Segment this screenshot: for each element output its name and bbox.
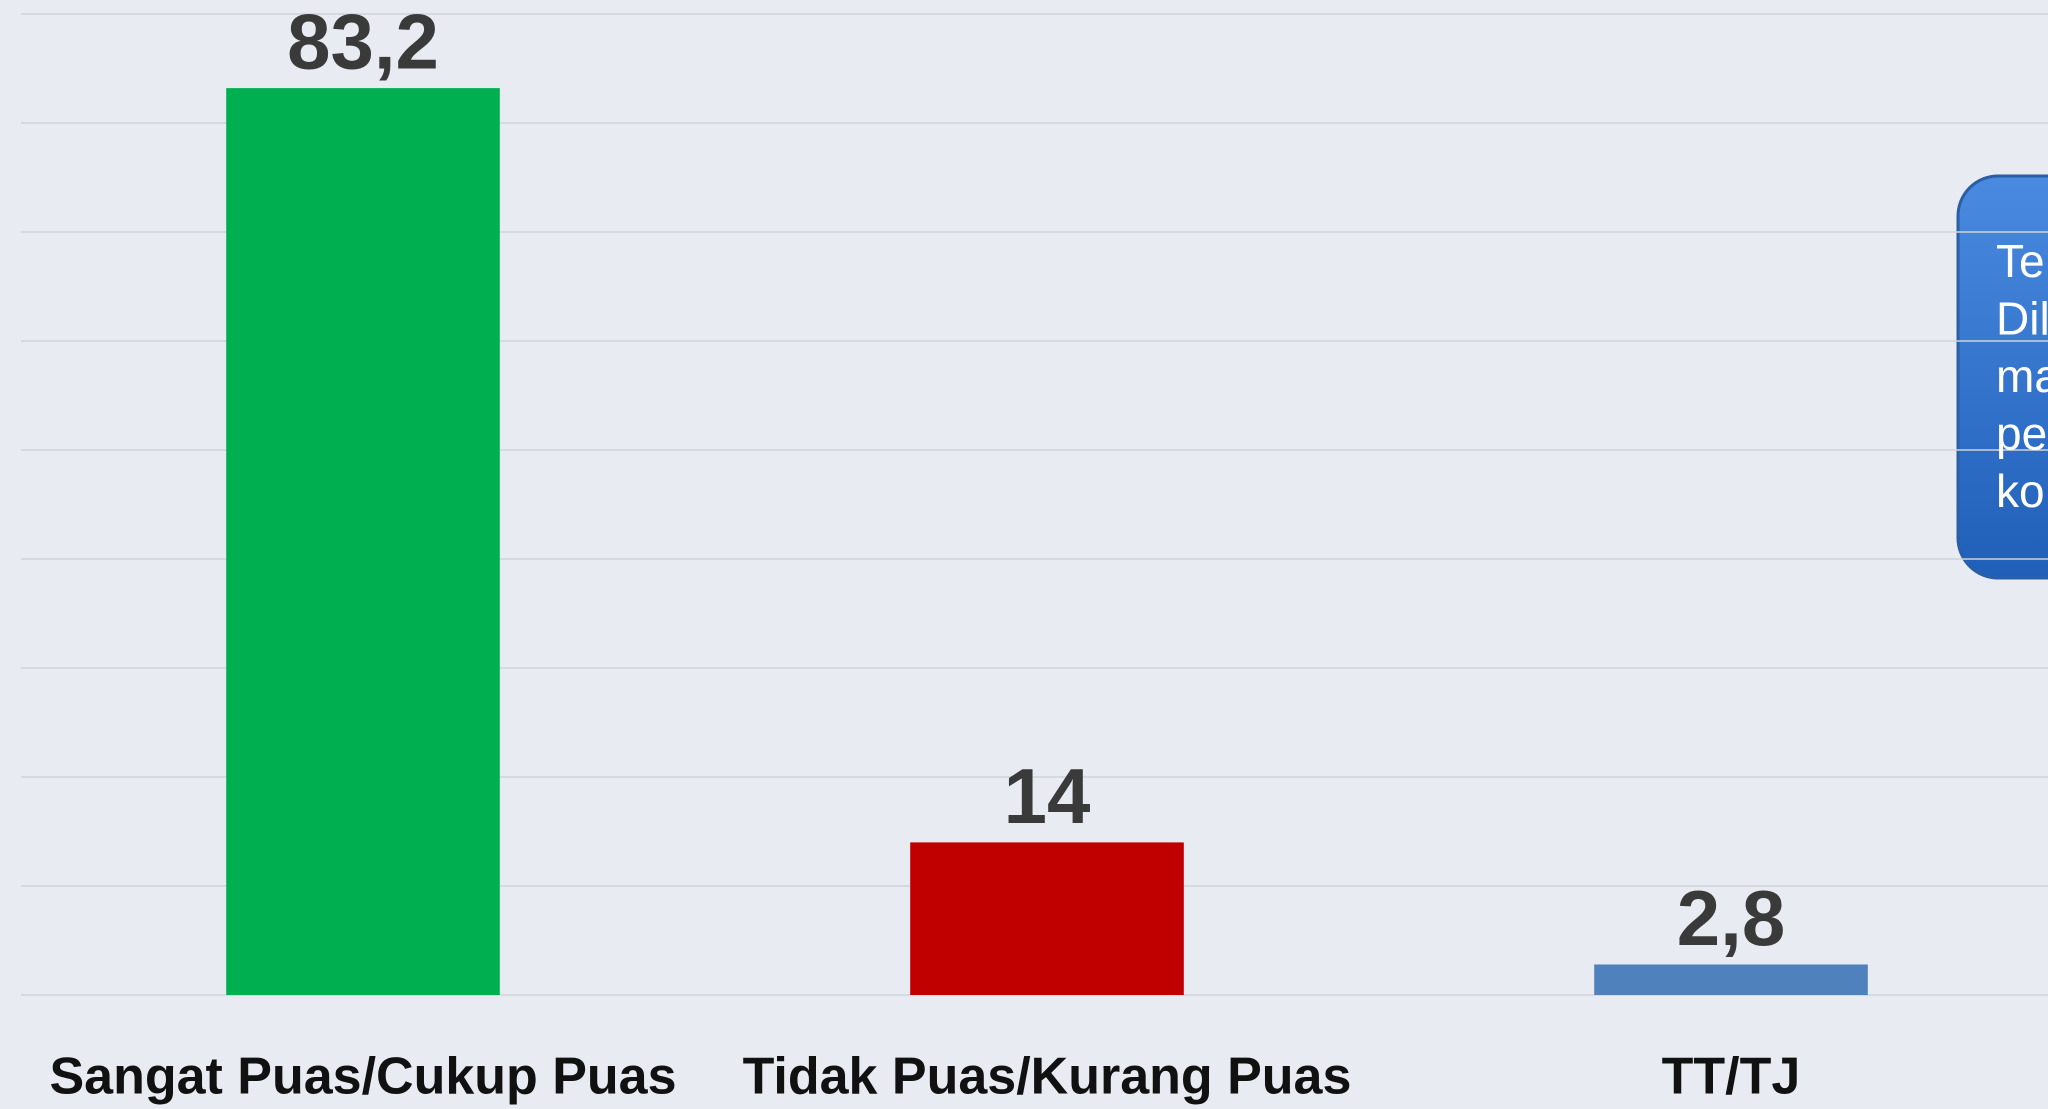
value-label: 14 — [1004, 752, 1091, 840]
callout-text: Te — [1996, 235, 2045, 287]
bar — [910, 842, 1184, 995]
bar — [1594, 964, 1868, 995]
x-tick-label: TT/TJ — [1662, 1048, 1801, 1106]
x-tick-label: Tidak Puas/Kurang Puas — [743, 1048, 1352, 1106]
callout-box — [1956, 174, 2048, 580]
callout-text: ma — [1996, 350, 2048, 402]
x-tick-label: Sangat Puas/Cukup Puas — [49, 1048, 676, 1106]
value-label: 2,8 — [1677, 874, 1785, 962]
callout-text: ko — [1996, 465, 2045, 517]
bar — [226, 88, 500, 996]
value-label: 83,2 — [287, 0, 439, 86]
callout-text: Dil — [1996, 293, 2048, 345]
callout-text: pe — [1996, 408, 2047, 460]
